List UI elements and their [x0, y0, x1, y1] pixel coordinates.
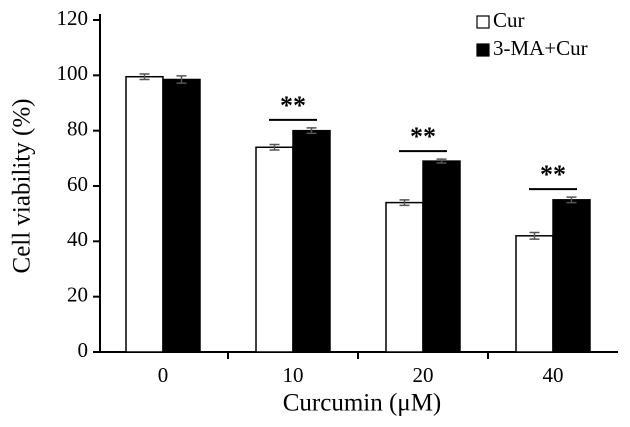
significance-label: ** [540, 160, 566, 189]
error-bar [436, 158, 447, 164]
error-bar [529, 231, 540, 240]
y-tick-label: 100 [57, 61, 89, 85]
y-tick-label: 20 [67, 282, 88, 306]
x-tick-label: 20 [413, 363, 434, 387]
error-bar [306, 127, 317, 135]
bar [255, 146, 294, 353]
bar [422, 160, 461, 353]
y-tick-label: 60 [67, 172, 88, 196]
error-bar [399, 199, 410, 207]
bar [385, 201, 424, 353]
significance-label: ** [410, 122, 436, 151]
bar [162, 78, 201, 353]
bar [292, 129, 331, 353]
bar [515, 235, 554, 353]
error-bar [176, 75, 187, 84]
error-bar [269, 143, 280, 151]
y-tick-label: 120 [57, 6, 89, 30]
x-tick-label: 0 [158, 363, 169, 387]
x-tick-label: 40 [543, 363, 564, 387]
y-tick-label: 80 [67, 116, 88, 140]
error-bar [566, 196, 577, 204]
legend-label: 3-MA+Cur [493, 36, 588, 60]
error-bar [139, 73, 150, 81]
significance-label: ** [280, 91, 306, 120]
x-axis-title: Curcumin (μM) [283, 390, 442, 417]
x-tick-label: 10 [283, 363, 304, 387]
y-tick-label: 40 [67, 227, 88, 251]
bar [125, 75, 164, 353]
legend-swatch [476, 43, 490, 57]
y-axis-title: Cell viability (%) [9, 99, 36, 274]
legend-label: Cur [493, 8, 525, 32]
bar [552, 199, 591, 353]
y-tick-label: 0 [78, 338, 89, 362]
legend-swatch [476, 15, 490, 29]
